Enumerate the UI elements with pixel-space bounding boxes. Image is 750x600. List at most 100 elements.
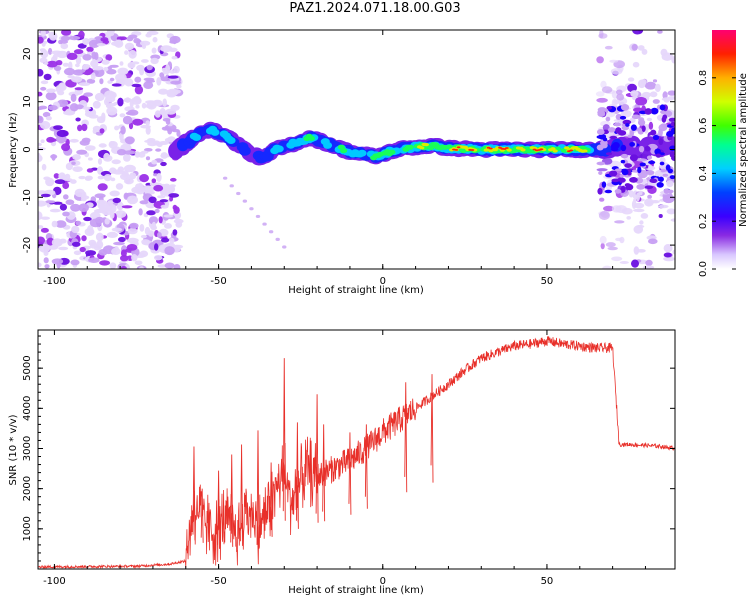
noise-blob — [38, 142, 42, 147]
noise-blob — [610, 68, 623, 75]
noise-blob — [602, 137, 608, 142]
noise-blob — [619, 174, 624, 178]
noise-blob — [618, 130, 627, 136]
ridge-cell — [488, 147, 493, 150]
noise-blob — [600, 109, 605, 117]
noise-blob — [53, 65, 62, 71]
snr-spike — [230, 454, 234, 547]
noise-blob — [53, 125, 63, 130]
noise-blob — [155, 148, 162, 152]
noise-blob — [123, 164, 136, 173]
noise-blob — [646, 117, 653, 122]
x-tick-label: -100 — [43, 276, 66, 287]
x-tick-label: 50 — [541, 576, 554, 587]
noise-blob — [76, 149, 88, 155]
noise-blob — [82, 38, 90, 45]
noise-blob — [648, 164, 653, 171]
noise-blob — [44, 61, 49, 65]
noise-blob — [40, 216, 50, 220]
noise-blob — [94, 92, 105, 102]
y-tick-label: 10 — [22, 95, 33, 108]
noise-blob — [627, 77, 635, 82]
snr-frame — [37, 329, 676, 570]
chart-title: PAZ1.2024.071.18.00.G03 — [289, 1, 461, 16]
noise-blob — [43, 257, 49, 264]
snr-panel: -100 -50 0 50 1000 2000 3000 4000 5000 Height of… — [8, 329, 676, 596]
noise-blob — [126, 244, 138, 251]
noise-blob — [146, 210, 156, 216]
ridge-cell — [323, 141, 333, 149]
snr-spike — [240, 444, 244, 546]
noise-blob — [65, 178, 73, 182]
noise-blob — [639, 162, 646, 167]
spectral-ridge — [168, 121, 675, 166]
noise-blob — [81, 64, 90, 70]
noise-blob — [659, 157, 666, 164]
noise-blob — [75, 63, 80, 68]
noise-blob — [635, 158, 648, 162]
spectrogram-y-axis-label: Frequency (Hz) — [8, 112, 19, 188]
noise-blob — [66, 52, 78, 61]
noise-blob — [88, 157, 93, 161]
noise-blob — [134, 85, 144, 95]
noise-blob — [624, 183, 631, 188]
noise-blob — [129, 172, 137, 180]
ridge-cell — [454, 149, 459, 151]
noise-blob — [40, 193, 51, 198]
noise-blob — [101, 59, 110, 65]
colorbar-gradient — [712, 30, 736, 269]
noise-blob — [111, 83, 122, 87]
colorbar-tick-label: 0.4 — [698, 165, 709, 181]
noise-blob — [104, 218, 110, 225]
noise-blob — [45, 116, 52, 121]
colorbar-ticks: 0.0 0.2 0.4 0.6 0.8 — [698, 70, 736, 277]
y-tick-label: -10 — [22, 189, 33, 205]
snr-y-axis-label: SNR (10 * v/v) — [8, 414, 19, 485]
snr-spike — [364, 424, 368, 509]
ridge-cell — [274, 145, 284, 153]
noise-blob — [63, 194, 69, 200]
noise-blob — [159, 199, 169, 203]
noise-blob — [119, 61, 124, 66]
noise-blob — [58, 39, 63, 45]
noise-blob — [148, 216, 159, 225]
noise-blob — [97, 201, 105, 209]
noise-blob — [48, 47, 53, 55]
noise-blob — [38, 243, 51, 253]
noise-blob — [619, 261, 629, 264]
noise-blob — [119, 113, 126, 118]
x-tick-label: 0 — [380, 276, 386, 287]
noise-blob — [109, 262, 117, 269]
noise-blob — [123, 177, 134, 185]
noise-blob — [63, 110, 76, 116]
noise-blob — [607, 246, 618, 251]
noise-blob — [157, 264, 167, 268]
noise-blob — [641, 79, 647, 85]
noise-blob — [633, 246, 640, 255]
noise-blob — [70, 93, 77, 102]
noise-blob — [648, 121, 654, 130]
noise-blob — [87, 225, 94, 234]
noise-blob — [42, 111, 51, 118]
noise-blob — [128, 122, 134, 130]
noise-blob — [88, 114, 99, 119]
noise-blob — [38, 91, 43, 97]
snr-series-line — [38, 335, 675, 569]
noise-blob — [147, 141, 158, 147]
noise-blob — [145, 33, 152, 38]
noise-blob — [625, 123, 630, 127]
colorbar-label: Normalized spectral amplitude — [738, 73, 749, 227]
noise-blob — [75, 55, 82, 65]
noise-blob — [84, 145, 96, 151]
noise-blob — [599, 235, 607, 244]
noise-blob — [45, 177, 55, 187]
noise-blob — [114, 125, 120, 131]
noise-blob — [638, 145, 645, 153]
noise-blob — [78, 30, 85, 39]
noise-blob — [169, 89, 181, 95]
noise-blob — [652, 134, 660, 141]
ridge-cell — [308, 135, 315, 141]
noise-blob — [156, 77, 162, 86]
